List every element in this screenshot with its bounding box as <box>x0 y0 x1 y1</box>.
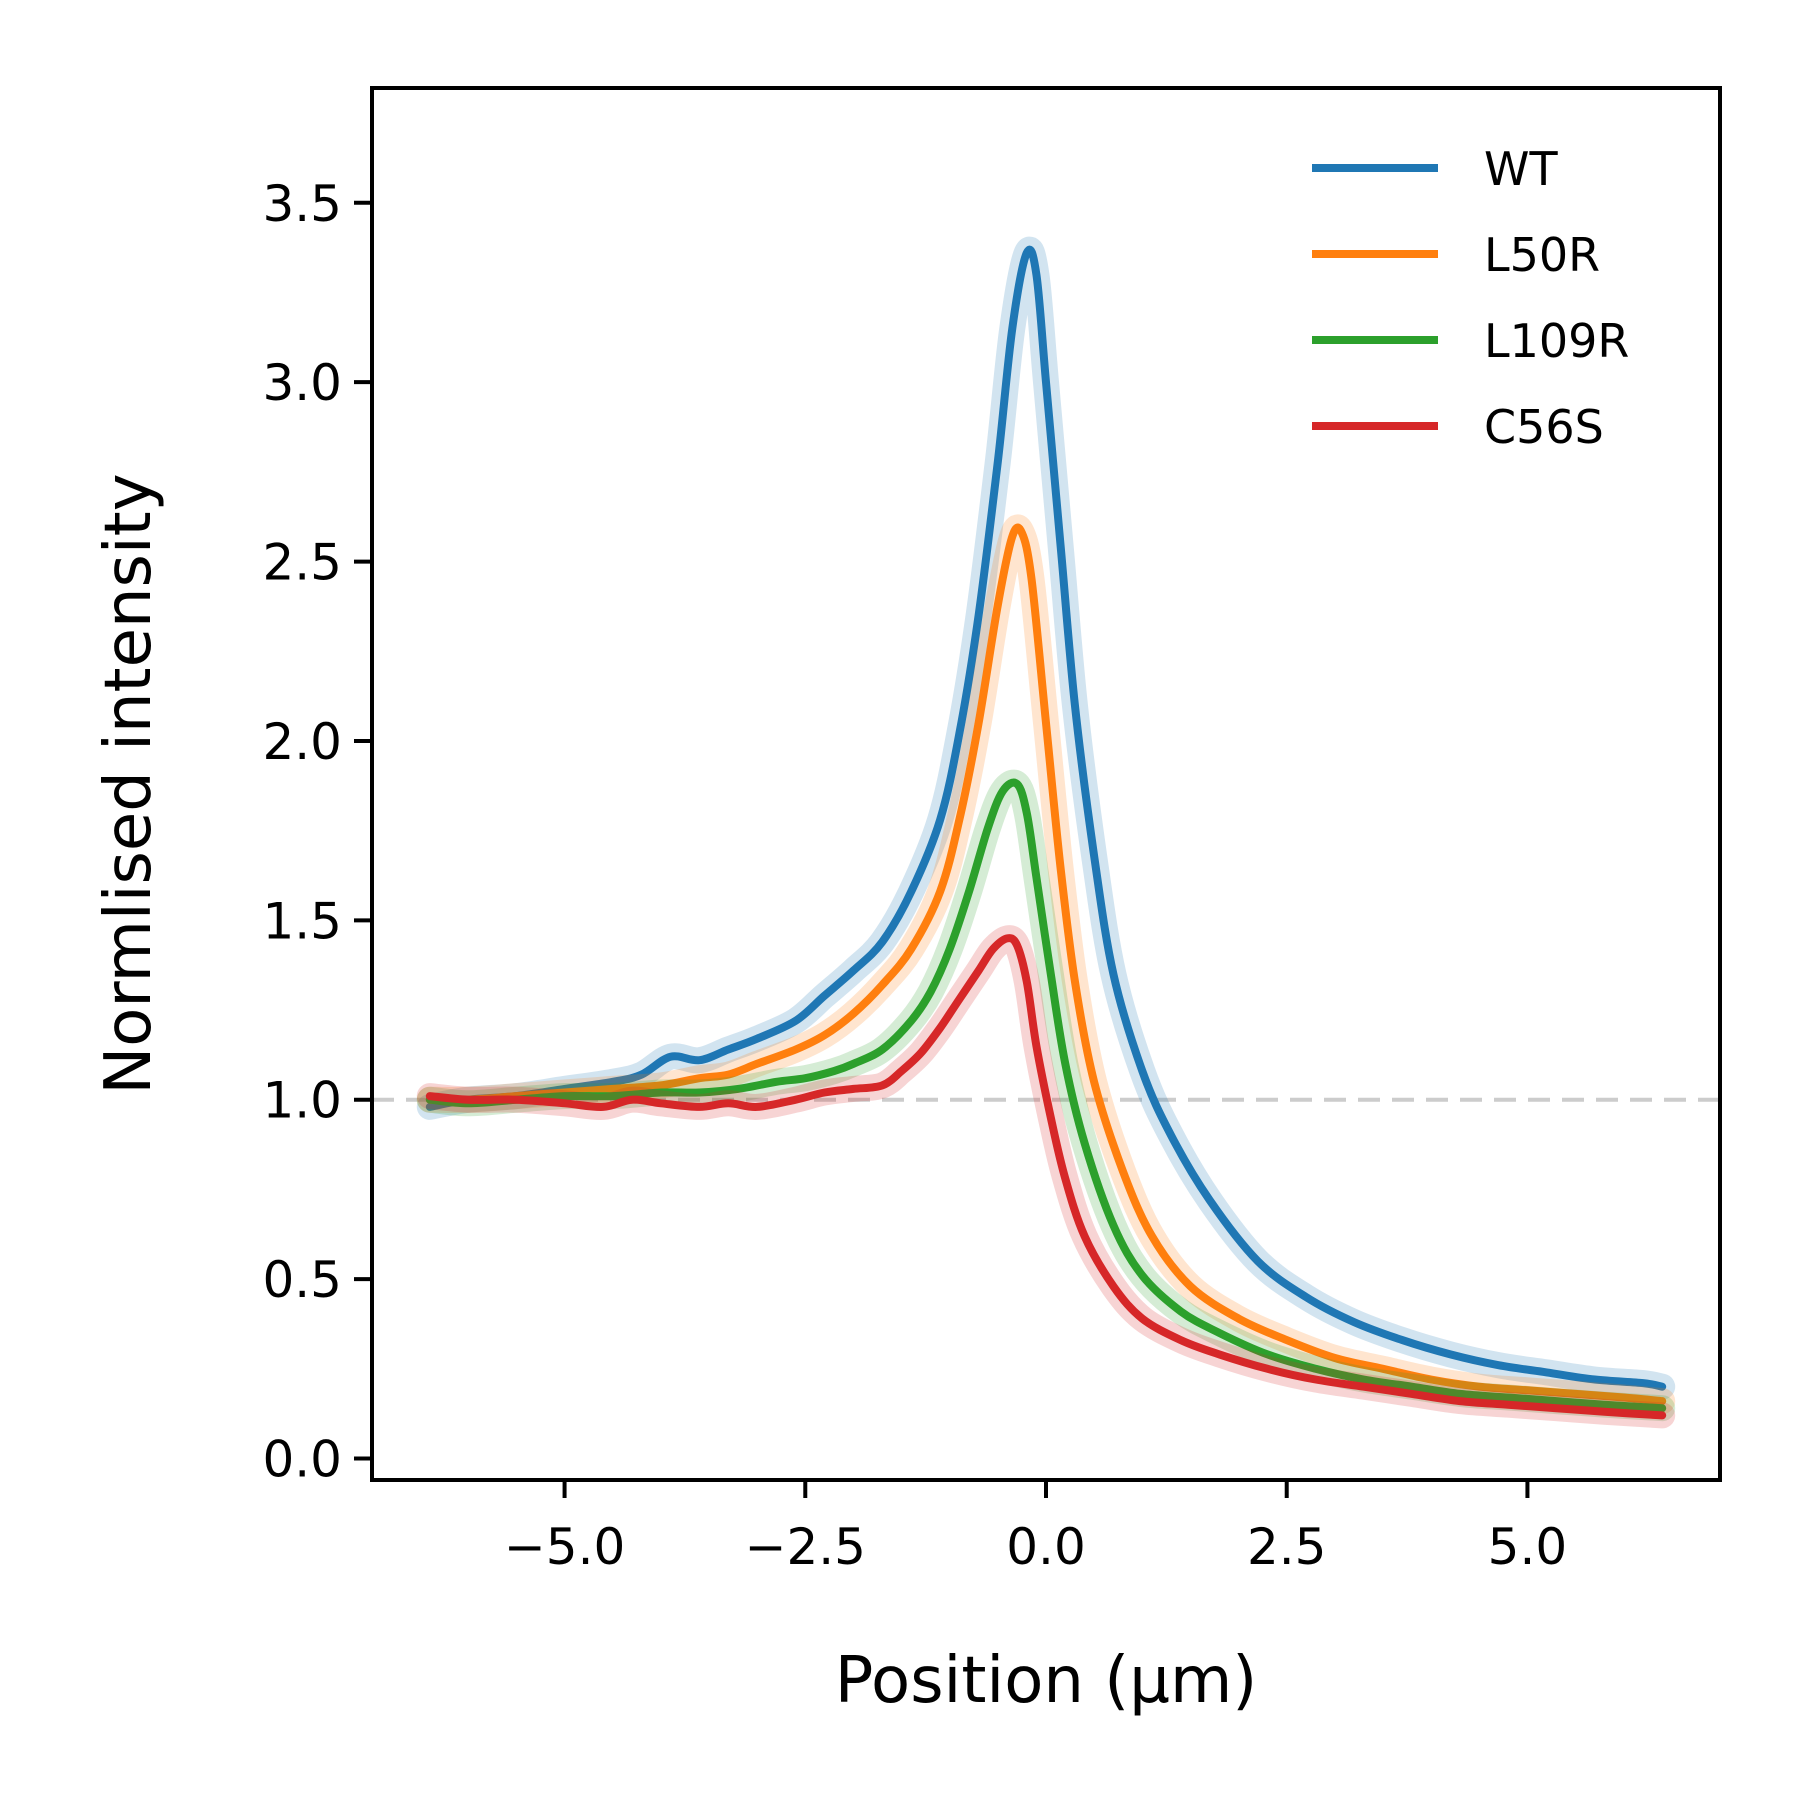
legend-label-l109r: L109R <box>1484 314 1629 368</box>
y-tick-label: 1.5 <box>262 892 342 950</box>
series-line-c56s <box>425 934 1667 1420</box>
series-line-l50r <box>425 523 1667 1406</box>
y-tick-label: 0.5 <box>262 1251 342 1309</box>
axis-ticks: −5.0 −2.5 0.0 2.5 5.0 0.0 0.5 1.0 1.5 2.0 2.5 3.0 3.… <box>262 175 1567 1576</box>
legend: WT L50R L109R C56S <box>1312 142 1629 454</box>
legend-label-wt: WT <box>1484 142 1558 196</box>
legend-label-c56s: C56S <box>1484 400 1604 454</box>
y-tick-label: 3.5 <box>262 175 342 233</box>
legend-label-l50r: L50R <box>1484 228 1600 282</box>
series-line-wt <box>425 245 1667 1391</box>
y-tick-label: 2.0 <box>262 713 342 771</box>
y-tick-label: 2.5 <box>262 534 342 592</box>
plot-content <box>372 236 1720 1429</box>
x-tick-label: −2.5 <box>745 1518 866 1576</box>
plot-area <box>372 236 1720 1429</box>
y-tick-label: 3.0 <box>262 354 342 412</box>
x-axis-label: Position (µm) <box>835 1644 1258 1718</box>
x-tick-label: 0.0 <box>1006 1518 1086 1576</box>
y-tick-label: 1.0 <box>262 1072 342 1130</box>
y-tick-label: 0.0 <box>262 1430 342 1488</box>
x-tick-label: 2.5 <box>1247 1518 1327 1576</box>
y-axis-label: Normlised intensity <box>92 473 166 1094</box>
x-tick-label: 5.0 <box>1488 1518 1568 1576</box>
x-tick-label: −5.0 <box>504 1518 625 1576</box>
series-line-l109r <box>425 778 1667 1413</box>
